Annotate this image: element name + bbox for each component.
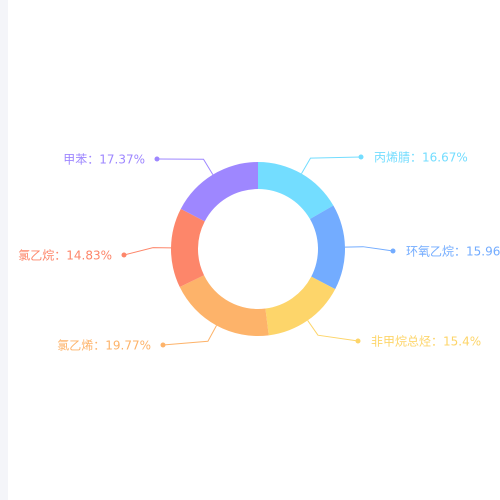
slice-label-3: 氯乙烯：19.77%: [57, 339, 151, 353]
slice-label-0: 丙烯腈：16.67%: [374, 151, 468, 165]
slice-1[interactable]: [309, 205, 345, 290]
slice-5[interactable]: [180, 162, 258, 222]
chart-panel: 丙烯腈：16.67% 环氧乙烷：15.96% 非甲烷总烃：15.4% 氯乙烯：19.7…: [8, 0, 500, 500]
leader-line-0: [301, 156, 362, 174]
leader-line-4: [123, 247, 172, 256]
slice-2[interactable]: [265, 276, 336, 336]
donut-chart: 丙烯腈：16.67% 环氧乙烷：15.96% 非甲烷总烃：15.4% 氯乙烯：19.7…: [18, 151, 500, 353]
leader-dot-3: [160, 342, 166, 348]
leader-dot-1: [390, 248, 396, 254]
leader-dot-5: [154, 156, 160, 162]
leader-line-3: [162, 325, 217, 346]
slice-4[interactable]: [171, 208, 205, 288]
leaders-group: [121, 154, 396, 348]
slice-label-2: 非甲烷总烃：15.4%: [371, 335, 481, 349]
slice-3[interactable]: [179, 275, 269, 336]
leader-dot-0: [358, 154, 364, 160]
slice-0[interactable]: [258, 162, 334, 220]
labels-group: 丙烯腈：16.67% 环氧乙烷：15.96% 非甲烷总烃：15.4% 氯乙烯：19.7…: [18, 151, 500, 353]
leader-line-1: [344, 246, 394, 252]
slice-label-4: 氯乙烷：14.83%: [18, 249, 112, 263]
slice-label-1: 环氧乙烷：15.96%: [406, 245, 500, 259]
slice-label-5: 甲苯：17.37%: [63, 153, 145, 167]
leader-dot-4: [121, 252, 127, 258]
leader-line-5: [156, 158, 214, 175]
slices-group: [171, 162, 345, 336]
leader-line-2: [307, 320, 359, 342]
leader-dot-2: [355, 338, 361, 344]
